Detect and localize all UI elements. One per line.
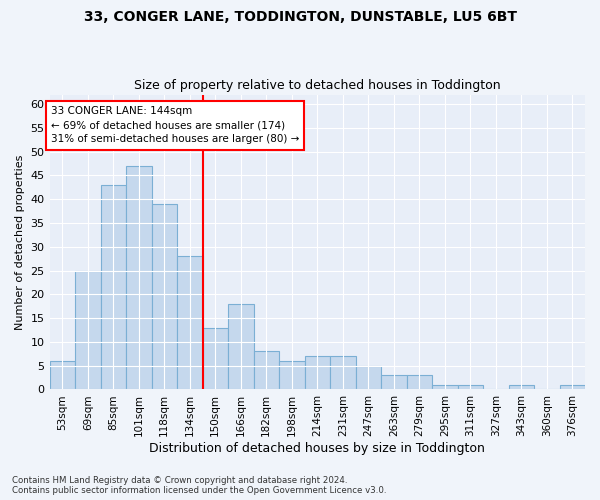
Bar bbox=[509, 384, 534, 390]
Y-axis label: Number of detached properties: Number of detached properties bbox=[15, 154, 25, 330]
Text: 33, CONGER LANE, TODDINGTON, DUNSTABLE, LU5 6BT: 33, CONGER LANE, TODDINGTON, DUNSTABLE, … bbox=[83, 10, 517, 24]
Text: 33 CONGER LANE: 144sqm
← 69% of detached houses are smaller (174)
31% of semi-de: 33 CONGER LANE: 144sqm ← 69% of detached… bbox=[51, 106, 299, 144]
Bar bbox=[305, 356, 330, 390]
Bar bbox=[50, 361, 75, 390]
Bar bbox=[356, 366, 381, 390]
Bar bbox=[560, 384, 585, 390]
Bar bbox=[152, 204, 177, 390]
X-axis label: Distribution of detached houses by size in Toddington: Distribution of detached houses by size … bbox=[149, 442, 485, 455]
Bar bbox=[407, 375, 432, 390]
Bar bbox=[330, 356, 356, 390]
Bar bbox=[101, 185, 126, 390]
Text: Contains HM Land Registry data © Crown copyright and database right 2024.
Contai: Contains HM Land Registry data © Crown c… bbox=[12, 476, 386, 495]
Bar bbox=[228, 304, 254, 390]
Bar bbox=[432, 384, 458, 390]
Bar bbox=[203, 328, 228, 390]
Bar bbox=[75, 270, 101, 390]
Bar bbox=[458, 384, 483, 390]
Title: Size of property relative to detached houses in Toddington: Size of property relative to detached ho… bbox=[134, 79, 500, 92]
Bar bbox=[254, 352, 279, 390]
Bar bbox=[279, 361, 305, 390]
Bar bbox=[177, 256, 203, 390]
Bar bbox=[126, 166, 152, 390]
Bar bbox=[381, 375, 407, 390]
